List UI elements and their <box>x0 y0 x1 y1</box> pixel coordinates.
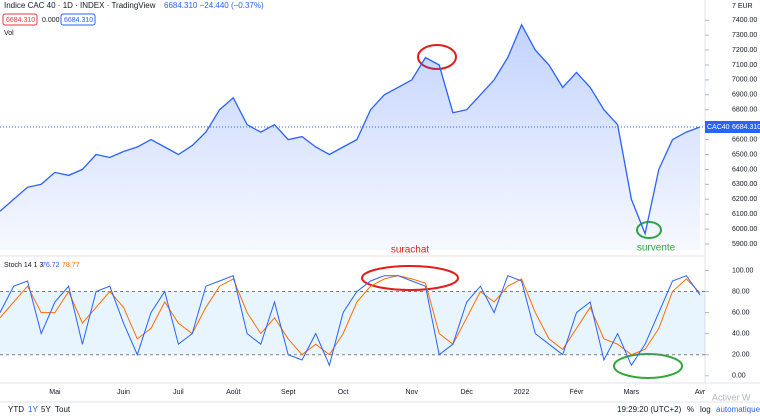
x-tick-label: Août <box>226 389 240 396</box>
k-value: 76.72 <box>42 262 60 269</box>
y-tick-label: 7100.00 <box>732 62 757 69</box>
y-tick-label: 100.00 <box>732 267 754 274</box>
price-line <box>0 23 701 236</box>
range[interactable]: 1Y <box>28 405 38 414</box>
y-tick-label: 7200.00 <box>732 47 757 54</box>
x-tick-label: Juin <box>117 389 130 396</box>
price-tag <box>705 121 760 134</box>
range[interactable]: YTD <box>8 405 24 414</box>
log[interactable]: log <box>700 405 711 414</box>
price-tag-name: CAC40 <box>707 124 730 131</box>
quote: 6684.310 −24.440 (−0.37%) <box>164 1 264 10</box>
x-tick-label: Mars <box>624 389 640 396</box>
box <box>2 13 38 26</box>
x-tick-label: Sept <box>281 389 295 396</box>
y-tick-label: 6600.00 <box>732 136 757 143</box>
y-tick-label: 6900.00 <box>732 92 757 99</box>
symbol: Indice CAC 40 · 1D · INDEX · TradingView <box>4 1 156 10</box>
x-tick-label: Nov <box>406 389 419 396</box>
box <box>60 13 96 26</box>
y-tick-label: 7400.00 <box>732 17 757 24</box>
y-tick-label: 6500.00 <box>732 151 757 158</box>
x-tick-label: 2022 <box>514 389 530 396</box>
y-tick-label: 20.00 <box>732 352 750 359</box>
y-tick-label: 6800.00 <box>732 107 757 114</box>
x-tick-label: Juil <box>173 389 184 396</box>
auto[interactable]: automatique <box>716 405 760 414</box>
y-tick-label: 6300.00 <box>732 181 757 188</box>
time: 19:29:20 (UTC+2) <box>617 405 682 414</box>
annotation: surachat <box>391 245 430 256</box>
percent[interactable]: % <box>687 405 694 414</box>
d-value: 78.77 <box>62 262 80 269</box>
y-tick-label: 60.00 <box>732 309 750 316</box>
stoch-line <box>0 275 701 367</box>
y-tick-label: 0.00 <box>732 373 746 380</box>
stoch-line <box>0 275 701 356</box>
highlight <box>361 265 459 291</box>
price-tag-value: 6684.310 <box>732 124 760 131</box>
price-area <box>0 24 700 251</box>
y-tick-label: 7000.00 <box>732 77 757 84</box>
currency: 7 EUR <box>732 3 753 10</box>
x-tick-label: Févr <box>569 389 584 396</box>
x-tick-label: Avr <box>695 389 706 396</box>
x-tick-label: Oct <box>338 389 349 396</box>
y-tick-label: 6100.00 <box>732 211 757 218</box>
mid: 0.000 <box>42 17 60 24</box>
box1: 6684.310 <box>6 17 35 24</box>
stoch-band <box>0 291 705 355</box>
x-tick-label: Déc <box>460 389 473 396</box>
watermark: Activer W <box>712 392 751 402</box>
stoch-legend: Stoch 14 1 3 <box>4 262 43 269</box>
box2: 6684.310 <box>64 17 93 24</box>
y-tick-label: 6000.00 <box>732 226 757 233</box>
y-tick-label: 5900.00 <box>732 241 757 248</box>
vol: Vol <box>4 30 14 37</box>
highlight <box>613 353 683 379</box>
x-tick-label: Mai <box>49 389 61 396</box>
y-tick-label: 40.00 <box>732 330 750 337</box>
y-tick-label: 7300.00 <box>732 32 757 39</box>
range[interactable]: 5Y <box>41 405 51 414</box>
y-tick-label: 80.00 <box>732 288 750 295</box>
range[interactable]: Tout <box>55 405 71 414</box>
y-tick-label: 6400.00 <box>732 166 757 173</box>
y-tick-label: 6200.00 <box>732 196 757 203</box>
